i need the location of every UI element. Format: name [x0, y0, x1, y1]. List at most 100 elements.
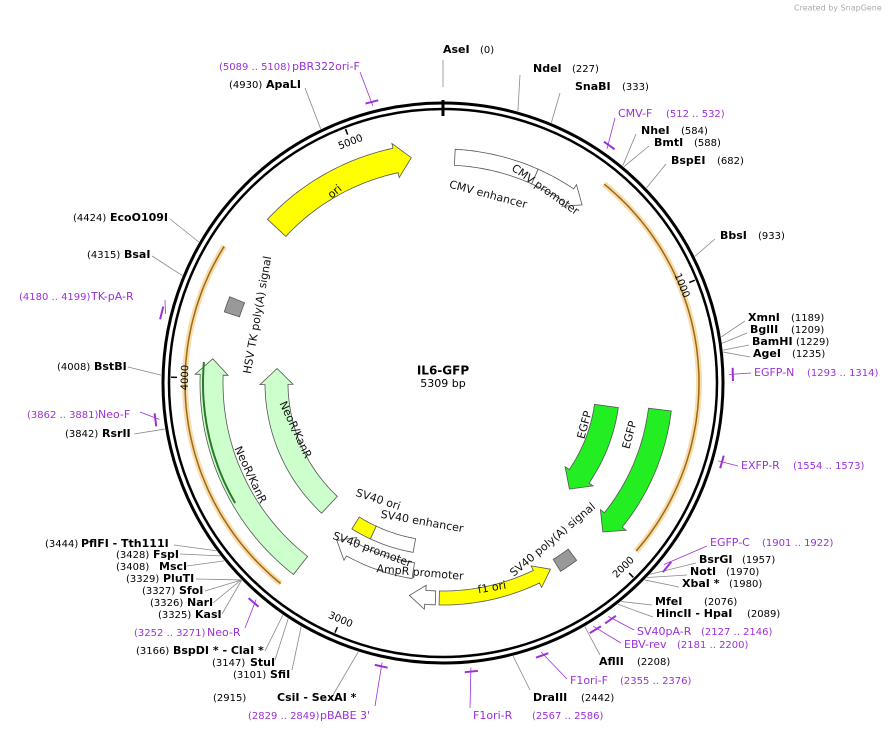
ori-arrow	[266, 142, 412, 237]
enzyme-name: PluTI	[163, 572, 194, 585]
enzyme-position: (4315)	[87, 250, 120, 261]
enzyme-name: BamHI	[752, 335, 793, 348]
feature-label: AmpR promoter	[376, 562, 465, 583]
enzyme-position: (2076)	[704, 597, 737, 608]
cmv-promoter-arrow	[531, 168, 583, 207]
primer-name: SV40pA-R	[637, 625, 692, 638]
primer-name: EBV-rev	[624, 638, 667, 651]
enzyme-position: (682)	[717, 156, 744, 167]
enzyme-position: (588)	[694, 138, 721, 149]
primer-name: EGFP-C	[710, 536, 750, 549]
primer-mark	[247, 597, 260, 608]
enzyme-name: BmtI	[654, 136, 683, 149]
enzyme-name: SnaBI	[575, 80, 611, 93]
enzyme-leader	[722, 344, 750, 351]
enzyme-leader	[127, 366, 162, 376]
enzyme-leader	[512, 655, 531, 691]
enzyme-name: BglII	[750, 323, 778, 336]
enzyme-name: AflII	[599, 655, 624, 668]
enzyme-name: SfoI	[179, 584, 203, 597]
primer-leader	[728, 372, 752, 375]
scale-tick	[628, 572, 634, 578]
enzyme-position: (0)	[480, 45, 494, 56]
primer-leader	[593, 625, 622, 644]
primer-name: pBABE 3'	[320, 709, 370, 722]
primer-range: (512 .. 532)	[666, 109, 725, 120]
enzyme-name: AgeI	[753, 347, 781, 360]
plasmid-name: IL6-GFP	[417, 364, 469, 378]
primer-leader	[608, 616, 635, 631]
enzyme-name: BspEI	[671, 154, 705, 167]
primer-leader	[540, 651, 568, 680]
feature-label: SV40 enhancer	[380, 508, 465, 535]
primer-range: (2829 .. 2849)	[248, 711, 320, 722]
enzyme-leader	[179, 553, 221, 557]
primer-leader	[663, 545, 708, 565]
enzyme-position: (1970)	[726, 567, 759, 578]
enzyme-leader	[584, 626, 601, 656]
primer-leader	[139, 411, 160, 420]
feature-label: HSV TK poly(A) signal	[241, 255, 274, 375]
enzyme-name: EcoO109I	[110, 211, 168, 224]
enzyme-position: (2915)	[213, 693, 246, 704]
egfp-arrow	[599, 407, 672, 533]
enzyme-name: DraIII	[533, 691, 567, 704]
enzyme-leader	[550, 92, 561, 123]
enzyme-leader	[204, 579, 242, 592]
primer-leader	[606, 117, 616, 149]
enzyme-position: (3325)	[158, 610, 191, 621]
primer-range: (2127 .. 2146)	[701, 627, 773, 638]
enzyme-leader	[304, 87, 322, 130]
enzyme-position: (3166)	[136, 646, 169, 657]
primer-range: (1293 .. 1314)	[807, 368, 879, 379]
enzyme-leader	[332, 651, 359, 696]
primer-range: (2181 .. 2200)	[677, 640, 749, 651]
enzyme-leader	[291, 626, 302, 671]
enzyme-name: KasI	[195, 608, 222, 621]
plasmid-length: 5309 bp	[420, 377, 465, 390]
primer-leader	[469, 667, 472, 709]
scale-label: 5000	[337, 133, 365, 152]
sv40-ori-box	[351, 516, 377, 540]
primer-range: (1554 .. 1573)	[793, 461, 865, 472]
enzyme-position: (3408)	[116, 562, 149, 573]
hsv-tk-box	[223, 296, 246, 318]
enzyme-name: BsrGI	[699, 553, 732, 566]
primer-leader	[718, 460, 739, 467]
enzyme-name: FspI	[153, 548, 179, 561]
enzyme-position: (4008)	[57, 362, 90, 373]
orange-arc	[603, 183, 700, 552]
scale-tick	[344, 128, 349, 135]
enzyme-leader	[274, 618, 289, 661]
enzyme-leader	[646, 163, 667, 189]
green-arc	[202, 362, 237, 504]
enzyme-position: (333)	[622, 82, 649, 93]
primer-range: (2355 .. 2376)	[620, 676, 692, 687]
enzyme-leader	[623, 145, 650, 167]
enzyme-leader	[517, 74, 521, 112]
enzyme-position: (1957)	[742, 555, 775, 566]
feature-label: f1 ori	[477, 579, 508, 597]
primer-name: Neo-R	[207, 626, 241, 639]
enzyme-position: (4424)	[73, 213, 106, 224]
primer-range: (5089 .. 5108)	[219, 62, 291, 73]
primer-mark	[662, 561, 672, 573]
primer-name: TK-pA-R	[90, 290, 134, 303]
enzyme-name: AseI	[443, 43, 470, 56]
feature-label: EGFP	[620, 419, 640, 450]
ampr-promoter-arrow	[408, 584, 437, 611]
scale-label: 4000	[180, 365, 192, 391]
primer-mark	[603, 140, 616, 151]
enzyme-position: (584)	[681, 126, 708, 137]
primer-mark	[535, 652, 549, 659]
neor-arrow	[194, 358, 309, 576]
enzyme-position: (2208)	[637, 657, 670, 668]
enzyme-leader	[151, 255, 183, 276]
enzyme-name: BspDI * - ClaI *	[173, 644, 264, 657]
enzyme-leader	[622, 133, 637, 166]
feature-label: CMV enhancer	[448, 178, 529, 211]
enzyme-leader	[169, 218, 200, 243]
egfp-arrow	[564, 403, 619, 490]
primer-leader	[359, 71, 374, 106]
primer-mark	[159, 306, 165, 320]
